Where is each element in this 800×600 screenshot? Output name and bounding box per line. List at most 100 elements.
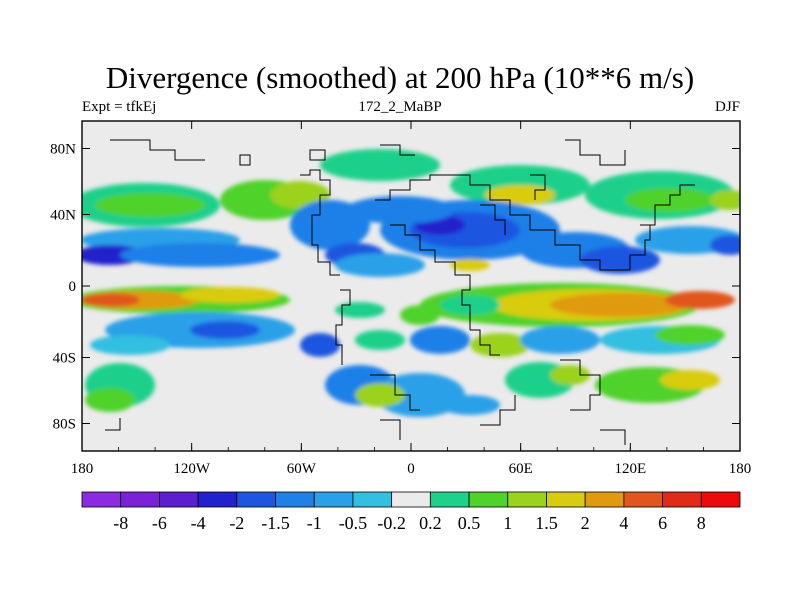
field-blob — [345, 196, 455, 224]
lon-tick-label: 120W — [173, 461, 211, 477]
lat-tick-label: 80N — [50, 141, 76, 157]
lat-tick-label: 0 — [69, 279, 77, 295]
chart-title: Divergence (smoothed) at 200 hPa (10**6 … — [105, 60, 695, 95]
field-blob — [450, 259, 490, 271]
lon-tick-label: 180 — [71, 461, 94, 477]
field-blob — [85, 388, 135, 412]
field-blob — [470, 333, 530, 357]
latitude-axis: 80N 40N 0 40S 80S — [50, 141, 740, 433]
field-blob — [710, 235, 740, 255]
coastline — [470, 329, 500, 356]
colorbar-label: -8 — [113, 513, 128, 533]
colorbar-swatch — [507, 491, 547, 508]
colorbar-swatch — [236, 491, 276, 508]
coastline — [390, 224, 471, 330]
lon-tick-label: 60E — [509, 461, 533, 477]
field-blob — [120, 243, 280, 267]
colorbar-label: 2 — [581, 513, 590, 533]
colorbar-label: -2 — [229, 513, 244, 533]
lon-tick-label: 180 — [729, 461, 752, 477]
colorbar: -8 -6 -4 -2 -1.5 -1 -0.5 -0.2 0.2 0.5 1 1.5 2 4 6 8 — [81, 491, 741, 533]
coastline — [309, 149, 326, 161]
colorbar-label: -0.5 — [339, 513, 368, 533]
field-blob — [355, 383, 405, 407]
lon-tick-label: 0 — [407, 461, 415, 477]
run-id-label: 172_2_MaBP — [358, 99, 442, 115]
field-blob — [320, 149, 440, 181]
colorbar-label: -1.5 — [261, 513, 290, 533]
colorbar-swatch — [275, 491, 315, 508]
field-blob — [82, 293, 140, 307]
coastline — [239, 154, 251, 166]
colorbar-label: 4 — [619, 513, 628, 533]
field-blob — [90, 335, 170, 355]
longitude-axis: 180 120W 60W 0 60E 120E 180 — [71, 121, 752, 477]
lat-tick-label: 40S — [53, 351, 76, 367]
colorbar-swatch — [352, 491, 393, 508]
field-blob — [335, 253, 425, 277]
coastline — [445, 174, 620, 271]
colorbar-label: 8 — [697, 513, 706, 533]
field-blob — [520, 326, 600, 354]
colorbar-label: -1 — [307, 513, 322, 533]
coastline — [640, 184, 695, 226]
colorbar-label: 0.5 — [458, 513, 481, 533]
coastline — [530, 174, 546, 200]
field-blob — [410, 326, 470, 354]
coastline — [110, 139, 205, 161]
field-blob — [95, 193, 205, 217]
season-label: DJF — [714, 99, 740, 115]
field-blob — [290, 200, 370, 250]
coastline — [380, 419, 401, 440]
field-blob — [190, 321, 260, 339]
divergence-field — [82, 121, 740, 451]
lat-tick-label: 40N — [50, 207, 76, 223]
colorbar-swatch — [700, 491, 741, 508]
colorbar-label: 1.5 — [535, 513, 558, 533]
coastline — [300, 169, 340, 276]
colorbar-swatch — [623, 491, 663, 508]
field-blob — [655, 325, 725, 345]
colorbar-label: 6 — [658, 513, 667, 533]
field-blob — [300, 333, 340, 357]
colorbar-swatch — [120, 491, 160, 508]
field-blob — [550, 293, 690, 317]
coastline-overlay — [105, 139, 695, 445]
coastline — [335, 289, 351, 365]
coastline — [375, 174, 445, 201]
coastline — [105, 418, 121, 431]
coastline — [480, 395, 516, 426]
colorbar-label: 1 — [503, 513, 512, 533]
colorbar-swatch — [159, 491, 199, 508]
colorbar-swatch — [429, 491, 470, 508]
colorbar-swatch — [391, 491, 431, 508]
lon-tick-label: 120E — [614, 461, 646, 477]
field-blob — [335, 302, 385, 318]
field-blob — [660, 370, 720, 390]
coastline — [380, 144, 415, 156]
colorbar-label: 0.2 — [419, 513, 442, 533]
field-blob — [355, 330, 405, 350]
colorbar-swatch — [546, 491, 586, 508]
colorbar-swatch — [584, 491, 625, 508]
colorbar-swatch — [81, 491, 122, 508]
colorbar-swatch — [197, 491, 238, 508]
colorbar-swatch — [468, 491, 509, 508]
colorbar-label: -0.2 — [377, 513, 406, 533]
field-blob — [400, 305, 440, 325]
experiment-label: Expt = tfkEj — [82, 99, 157, 115]
coastline — [560, 359, 601, 411]
colorbar-swatch — [662, 491, 702, 508]
colorbar-label: -6 — [152, 513, 167, 533]
field-blob — [665, 291, 735, 309]
colorbar-label: -4 — [191, 513, 206, 533]
colorbar-swatch — [313, 491, 354, 508]
field-blob — [440, 395, 500, 415]
lat-tick-label: 80S — [53, 417, 76, 433]
coastline — [600, 429, 626, 445]
field-blob — [180, 287, 280, 303]
coastline — [620, 224, 651, 271]
coastline — [370, 374, 420, 411]
field-blob — [710, 190, 740, 210]
